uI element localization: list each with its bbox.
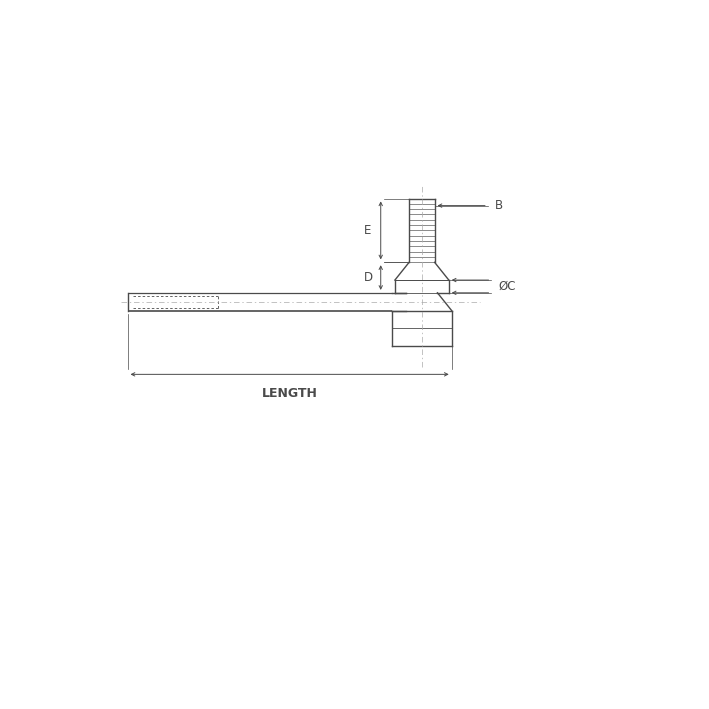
Text: B: B (495, 199, 503, 212)
Text: ØC: ØC (498, 280, 516, 293)
Text: LENGTH: LENGTH (262, 387, 318, 400)
Text: D: D (364, 271, 372, 284)
Text: E: E (364, 224, 372, 237)
